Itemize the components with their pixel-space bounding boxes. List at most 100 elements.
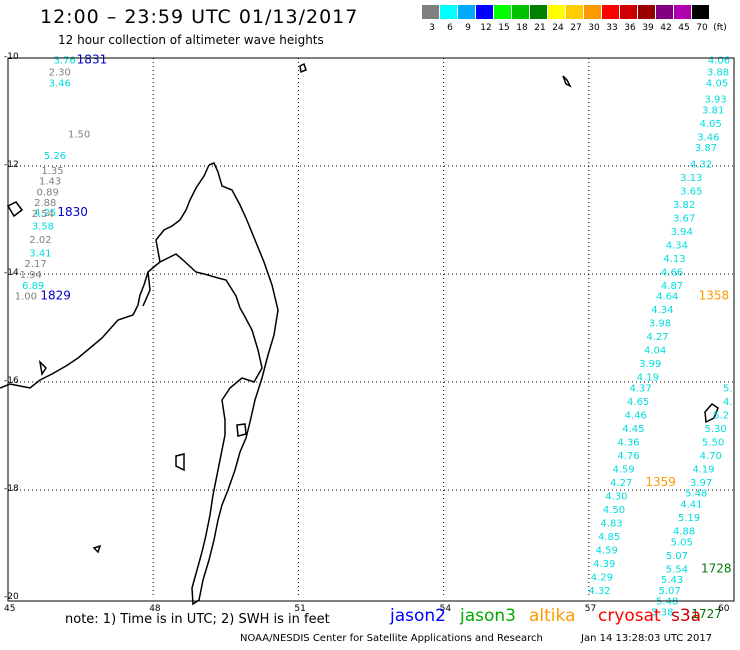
legend-label: 45	[678, 23, 690, 33]
legend-swatch	[422, 5, 439, 19]
wave-height-label: 1.35	[41, 166, 63, 177]
wave-height-label: 5.07	[666, 551, 688, 562]
wave-height-label: 4.45	[622, 424, 644, 435]
wave-height-label: 6.89	[22, 281, 44, 292]
legend-label: 21	[534, 23, 546, 33]
wave-height-label: 5.38	[651, 608, 673, 619]
legend-swatch	[512, 5, 529, 19]
wave-height-label: 5.48	[685, 489, 707, 500]
wave-height-label: 3.88	[707, 68, 729, 79]
wave-height-label: 3.97	[690, 478, 712, 489]
wave-height-label: 4.13	[663, 254, 685, 265]
wave-height-label: 3.94	[671, 227, 693, 238]
legend-swatch	[602, 5, 619, 19]
legend-label: 36	[624, 23, 636, 33]
wave-height-label: 4.29	[591, 572, 613, 583]
wave-height-label: 5.	[723, 383, 733, 394]
wave-height-label: 1.43	[39, 177, 61, 188]
wave-height-label: 1.94	[20, 270, 42, 281]
legend-label: 18	[516, 23, 528, 33]
wave-height-label: 1.00	[15, 292, 37, 303]
legend-label: 30	[588, 23, 600, 33]
wave-height-label: 5.43	[661, 575, 683, 586]
wave-height-label: 3.81	[702, 105, 724, 116]
wave-height-label: 4.64	[656, 292, 678, 303]
legend-label: 27	[570, 23, 582, 33]
wave-height-label: 2.54	[32, 209, 54, 220]
wave-height-label: 3.41	[29, 248, 51, 259]
wave-height-label: 2.88	[34, 198, 56, 209]
wave-height-label: 5.54	[666, 564, 688, 575]
pass-time-label: 1830	[57, 205, 88, 219]
legend-swatch	[656, 5, 673, 19]
legend-swatch	[476, 5, 493, 19]
wave-height-label: 4.50	[603, 505, 625, 516]
wave-height-label: 4.66	[661, 267, 683, 278]
wave-height-label: 4.37	[629, 383, 651, 394]
island-outline	[175, 453, 185, 472]
wave-height-label: 3.46	[697, 132, 719, 143]
lat-tick-label: -20	[4, 592, 19, 602]
map-title: 12:00 – 23:59 UTC 01/13/2017	[40, 6, 359, 28]
wave-height-label: 3.46	[49, 78, 71, 89]
legend-swatch	[620, 5, 637, 19]
map-gridlines	[8, 58, 734, 598]
wave-height-label: 4.59	[613, 464, 635, 475]
wave-height-label: 5.05	[671, 537, 693, 548]
island-outline	[38, 359, 47, 376]
island-outline	[236, 423, 247, 437]
legend-label: 24	[552, 23, 564, 33]
wave-height-label: 4.06	[708, 56, 730, 67]
lat-tick-label: -18	[4, 484, 19, 494]
wave-height-label: 5.19	[678, 513, 700, 524]
wave-height-label: 4.	[723, 397, 733, 408]
legend-swatch	[638, 5, 655, 19]
pass-time-label: 1727	[691, 607, 722, 621]
wave-height-label: 4.30	[605, 491, 627, 502]
map-subtitle: 12 hour collection of altimeter wave hei…	[58, 33, 324, 47]
legend-label: 42	[660, 23, 672, 33]
wave-height-label: 4.88	[673, 527, 695, 538]
map-frame	[7, 57, 735, 602]
wave-height-label: 3.99	[639, 359, 661, 370]
legend-unit: (ft)	[713, 23, 727, 33]
wave-height-label: 3.82	[673, 200, 695, 211]
lat-tick-label: -16	[4, 376, 19, 386]
legend-swatch	[530, 5, 547, 19]
wave-height-label: 5.50	[702, 437, 724, 448]
wave-height-label: 4.05	[700, 119, 722, 130]
coastline	[0, 62, 719, 606]
legend-label: 70	[696, 23, 708, 33]
wave-height-label: 4.39	[593, 559, 615, 570]
legend-label: 15	[498, 23, 510, 33]
legend-swatch	[548, 5, 565, 19]
wave-height-label: 2.30	[49, 68, 71, 79]
legend-label: 39	[642, 23, 654, 33]
wave-height-label: 4.46	[625, 410, 647, 421]
wave-height-label: 3.58	[32, 221, 54, 232]
legend-swatch	[692, 5, 709, 19]
legend-swatch	[584, 5, 601, 19]
wave-height-label: 3.93	[704, 95, 726, 106]
wave-height-label: 4.19	[637, 373, 659, 384]
lat-tick-label: -12	[4, 160, 19, 170]
wave-height-label: 4.65	[627, 397, 649, 408]
legend-swatch	[494, 5, 511, 19]
wave-height-label: 4.32	[588, 586, 610, 597]
satellite-s3a: s3a	[671, 606, 702, 626]
wave-height-label: 5.26	[44, 151, 66, 162]
lon-tick-label: 45	[4, 604, 16, 614]
lon-tick-label: 57	[584, 604, 597, 614]
wave-height-label: 4.41	[680, 500, 702, 511]
pass-time-label: 1728	[701, 561, 732, 575]
coastline-detail	[142, 271, 151, 307]
wave-height-label: 3.98	[649, 319, 671, 330]
wave-height-values: 3.76 3.46 5.26 4.25 3.58 3.41 6.89 2.30 1.50 1.35…	[15, 56, 733, 619]
wave-height-label: 3.76	[53, 56, 75, 67]
wave-height-label: 4.05	[706, 78, 728, 89]
madagascar-coastline	[0, 162, 279, 606]
island-outline	[6, 201, 24, 218]
credit-line: NOAA/NESDIS Center for Satellite Applica…	[240, 633, 543, 644]
wave-height-label: 4.04	[644, 346, 666, 357]
lat-tick-label: -10	[4, 52, 19, 62]
